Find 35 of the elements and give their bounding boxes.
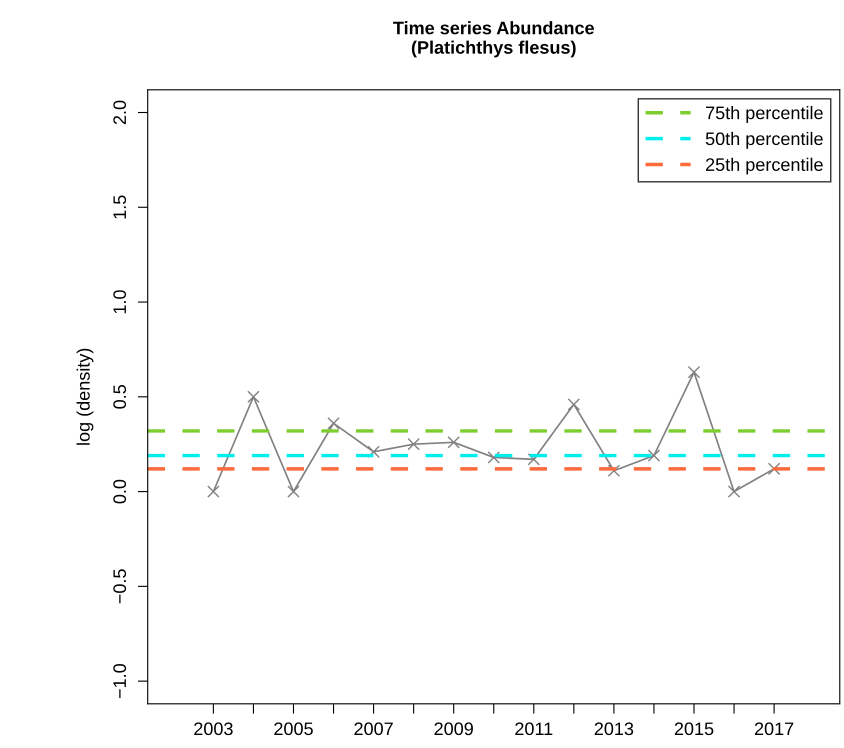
y-tick-label: 1.0 [113,290,126,314]
legend-label: 75th percentile [706,106,823,123]
point [207,485,220,498]
point [568,398,580,411]
point [447,436,460,449]
legend-label: 25th percentile [706,158,823,175]
y-tick-label: 0.5 [113,385,126,409]
x-tick-label: 2005 [274,722,313,736]
point [367,446,380,458]
point [688,366,700,378]
point [648,449,660,462]
y-tick-label: −0.5 [113,569,126,604]
x-tick-label: 2013 [594,722,634,736]
point [247,390,260,404]
point [407,438,420,450]
x-tick-label: 2017 [754,722,794,736]
point [487,451,500,464]
point [528,453,540,466]
x-tick-label: 2007 [354,722,393,736]
point [608,464,620,477]
y-tick-label: 0.0 [113,480,126,504]
x-tick-label: 2003 [194,722,233,736]
y-axis-title: log (density) [76,348,94,445]
point [287,485,300,498]
point [768,462,780,476]
y-tick-label: 2.0 [113,100,126,124]
y-tick-label: −1.0 [113,664,126,698]
point [728,485,740,498]
chart-title: Time series Abundance (Platichthys flesus) [393,21,594,58]
x-tick-label: 2009 [434,722,473,736]
x-tick-label: 2011 [515,722,552,736]
y-tick-label: 1.5 [113,195,126,218]
point [327,417,340,430]
legend-label: 50th percentile [706,132,823,149]
x-tick-label: 2015 [674,722,714,736]
